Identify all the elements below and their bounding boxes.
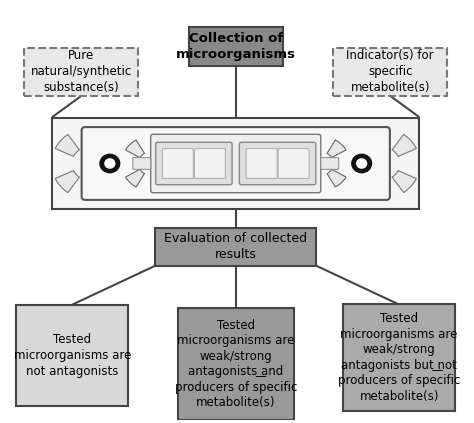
Text: Tested: Tested <box>217 319 255 332</box>
FancyBboxPatch shape <box>82 127 390 200</box>
Circle shape <box>357 159 366 168</box>
FancyBboxPatch shape <box>133 158 151 169</box>
Text: Indicator(s) for
specific
metabolite(s): Indicator(s) for specific metabolite(s) <box>346 49 434 94</box>
Polygon shape <box>126 140 145 158</box>
Text: antagonists ͟and: antagonists ͟and <box>188 365 283 378</box>
Text: weak/strong: weak/strong <box>200 350 272 363</box>
Text: Tested
microorganisms are
not antagonists: Tested microorganisms are not antagonist… <box>14 333 131 378</box>
FancyBboxPatch shape <box>333 48 447 96</box>
FancyBboxPatch shape <box>24 48 138 96</box>
Text: weak/strong: weak/strong <box>363 343 436 357</box>
Text: producers of specific: producers of specific <box>338 374 460 387</box>
Text: Collection of
microorganisms: Collection of microorganisms <box>176 32 296 61</box>
Polygon shape <box>327 169 346 187</box>
FancyBboxPatch shape <box>278 148 309 179</box>
Text: producers of specific: producers of specific <box>174 381 297 393</box>
Polygon shape <box>126 169 145 187</box>
FancyBboxPatch shape <box>155 142 232 185</box>
FancyBboxPatch shape <box>52 118 419 209</box>
Circle shape <box>100 154 120 173</box>
FancyBboxPatch shape <box>163 148 193 179</box>
Text: Tested: Tested <box>380 313 418 325</box>
Circle shape <box>105 159 115 168</box>
FancyBboxPatch shape <box>239 142 316 185</box>
Text: metabolite(s): metabolite(s) <box>196 396 275 409</box>
Circle shape <box>352 154 372 173</box>
FancyBboxPatch shape <box>189 27 283 66</box>
Text: microorganisms are: microorganisms are <box>340 328 458 341</box>
Text: microorganisms are: microorganisms are <box>177 334 294 347</box>
FancyBboxPatch shape <box>246 148 277 179</box>
FancyBboxPatch shape <box>16 305 128 406</box>
FancyBboxPatch shape <box>321 158 339 169</box>
Text: Evaluation of collected
results: Evaluation of collected results <box>164 233 307 261</box>
Polygon shape <box>327 140 346 158</box>
FancyBboxPatch shape <box>151 134 321 193</box>
Polygon shape <box>55 170 80 192</box>
FancyBboxPatch shape <box>194 148 225 179</box>
FancyBboxPatch shape <box>178 308 294 420</box>
Polygon shape <box>55 135 80 157</box>
Text: Pure
natural/synthetic
substance(s): Pure natural/synthetic substance(s) <box>31 49 132 94</box>
FancyBboxPatch shape <box>343 305 455 411</box>
Polygon shape <box>392 170 416 192</box>
FancyBboxPatch shape <box>155 228 316 266</box>
Text: metabolite(s): metabolite(s) <box>359 390 439 403</box>
Text: antagonists but ͟not: antagonists but ͟not <box>341 359 457 372</box>
Polygon shape <box>392 135 416 157</box>
